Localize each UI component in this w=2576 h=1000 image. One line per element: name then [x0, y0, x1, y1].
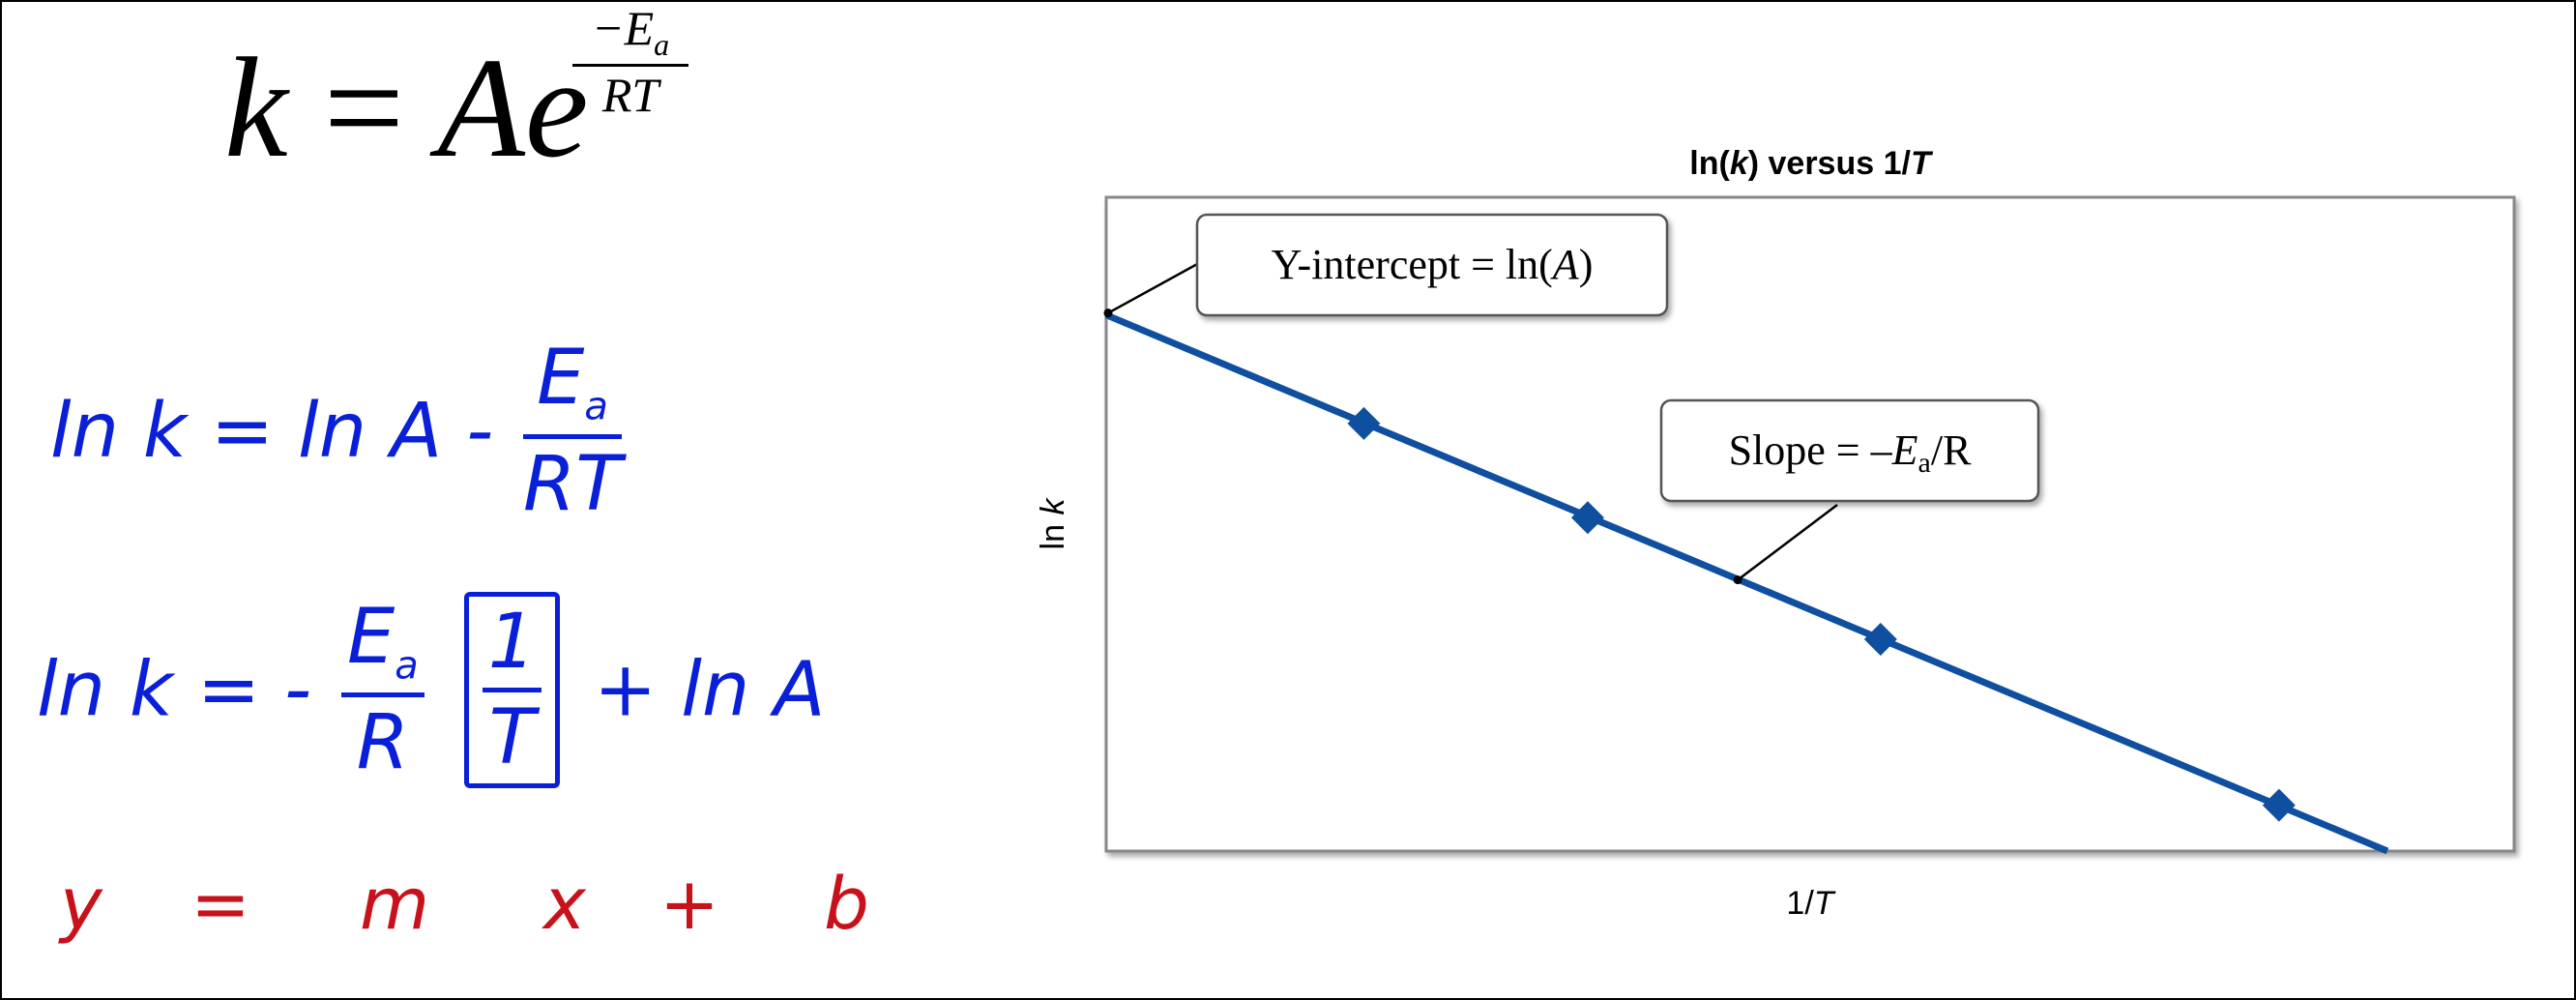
series-group [1104, 311, 2389, 855]
intercept-callout: Y-intercept = ln(A) [1103, 213, 1669, 318]
line-eq-equals: = [190, 863, 251, 946]
exponent-numerator-sub: a [654, 27, 670, 62]
slope-marker [1733, 575, 1742, 585]
intercept-leader-line [1107, 261, 1200, 314]
linear-eq-slope-fraction: Ea R [340, 600, 424, 787]
arrhenius-rhs: Ae [437, 29, 589, 188]
linear-eq-inverse-num: 1 [482, 604, 542, 692]
log-eq-minus: - [466, 387, 494, 475]
line-eq-b: b [824, 863, 869, 946]
log-eq-equals: = [210, 387, 275, 475]
arrhenius-main: k = Ae [224, 37, 589, 180]
arrhenius-exponent: −Ea RT [572, 4, 688, 119]
linear-eq-slope-num: Ea [340, 600, 424, 698]
log-eq-frac-num: Ea [523, 340, 622, 439]
intercept-marker [1103, 309, 1113, 318]
arrhenius-equals: = [323, 29, 405, 188]
slope-leader-line [1737, 504, 1838, 581]
intercept-callout-box [1195, 213, 1669, 317]
slope-callout: Slope = –Ea/R [1659, 398, 2040, 585]
log-eq-lhs: ln k [50, 387, 188, 475]
arrhenius-lhs: k [224, 29, 288, 188]
arrhenius-equation: k = Ae −Ea RT [224, 2, 727, 186]
exponent-denominator: RT [601, 68, 659, 122]
log-eq-frac-num-sub: a [584, 384, 608, 429]
log-equation: ln k = ln A - Ea RT [50, 340, 628, 522]
line-eq-m: m [360, 863, 430, 946]
linear-eq-lhs: ln k [37, 646, 174, 734]
y-axis-label: ln k [1035, 497, 1071, 550]
linear-eq-plus: + [594, 646, 658, 734]
log-eq-frac-num-text: E [537, 335, 585, 422]
linear-eq-equals: = [196, 646, 261, 734]
linear-form-equation: ln k = - Ea R 1 T + ln A [37, 592, 825, 788]
log-eq-ln-a: ln A [298, 387, 443, 475]
slope-callout-box [1659, 398, 2040, 503]
log-eq-fraction: Ea RT [523, 340, 622, 522]
line-eq-plus: + [659, 863, 720, 946]
log-eq-frac-den: RT [523, 440, 622, 528]
line-eq-x: x [543, 863, 586, 946]
linear-eq-slope-num-sub: a [395, 643, 419, 689]
trend-line [1104, 311, 2389, 855]
slope-callout-text: Slope = –Ea/R [1729, 426, 1972, 479]
exponent-numerator: −Ea [572, 4, 688, 67]
x-axis-label: 1/T [1786, 885, 1835, 922]
linear-eq-inverse-den: T [488, 694, 536, 781]
data-point-3 [1863, 622, 1897, 656]
data-point-1 [1347, 406, 1381, 440]
intercept-callout-text: Y-intercept = ln(A) [1272, 241, 1594, 288]
data-point-4 [2262, 788, 2296, 822]
line-equation: y = m x + b [60, 863, 892, 950]
data-point-2 [1570, 501, 1604, 535]
exponent-numerator-text: −E [591, 1, 655, 55]
line-eq-y: y [60, 863, 102, 946]
chart-title: ln(k) versus 1/T [1689, 145, 1934, 182]
linear-eq-ln-a: ln A [681, 646, 826, 734]
linear-eq-slope-den: R [356, 699, 409, 787]
linear-eq-inverse-t: 1 T [482, 604, 542, 781]
linear-eq-slope-num-text: E [346, 593, 395, 681]
linear-eq-minus: - [284, 646, 312, 734]
arrhenius-plot: ln(k) versus 1/T 1/T ln k Y-intercept = … [1035, 145, 2516, 922]
linear-eq-bracket: 1 T [463, 592, 561, 788]
